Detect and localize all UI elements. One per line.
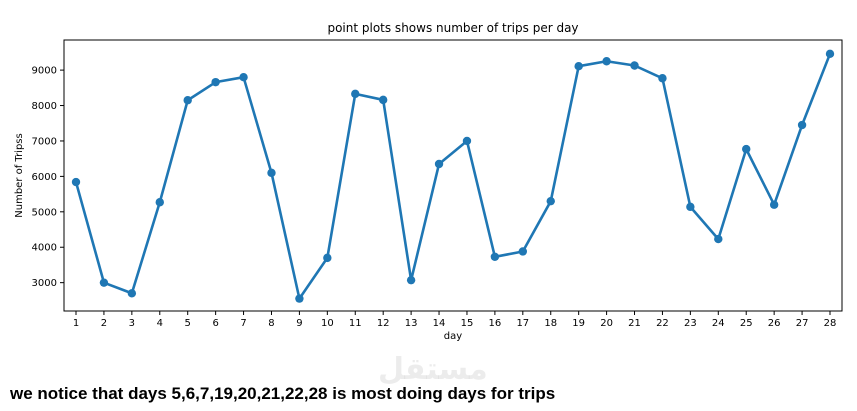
x-tick-label: 15 (461, 318, 474, 329)
series-trips (71, 49, 835, 303)
series-line (74, 53, 832, 300)
data-point-day-15 (462, 136, 472, 146)
x-tick-label: 3 (129, 318, 135, 329)
x-axis: 1 2 3 4 5 6 7 8 9 10 11 12 13 14 15 16 17 18 19 20 21 22 23 24 2… (73, 311, 837, 329)
data-point-day-8 (267, 168, 276, 178)
data-point-day-16 (490, 252, 500, 261)
x-tick-label: 24 (712, 318, 725, 329)
x-tick-label: 4 (157, 318, 163, 329)
x-tick-label: 14 (433, 318, 446, 329)
y-axis: 3000 4000 5000 6000 7000 8000 9000 (32, 66, 64, 289)
data-point-day-6 (211, 77, 220, 87)
data-point-day-9 (295, 294, 304, 303)
x-tick-label: 8 (268, 318, 274, 329)
x-tick-label: 16 (489, 318, 502, 329)
x-tick-label: 11 (349, 318, 362, 329)
x-tick-label: 12 (377, 318, 390, 329)
data-point-day-2 (99, 278, 109, 287)
data-point-day-18 (546, 196, 555, 206)
x-tick-label: 1 (73, 318, 79, 329)
data-point-day-20 (602, 57, 611, 66)
x-tick-label: 10 (321, 318, 334, 329)
y-tick-label: 7000 (32, 136, 57, 147)
y-tick-label: 8000 (32, 101, 57, 112)
conclusion-text: we notice that days 5,6,7,19,20,21,22,28… (10, 384, 556, 403)
data-point-day-11 (351, 89, 360, 99)
data-point-day-4 (155, 198, 164, 207)
x-tick-label: 21 (628, 318, 641, 329)
x-tick-label: 17 (516, 318, 529, 329)
y-tick-label: 9000 (32, 66, 57, 77)
data-point-day-5 (183, 96, 192, 105)
x-tick-label: 5 (185, 318, 191, 329)
x-tick-label: 26 (768, 318, 781, 329)
data-point-day-10 (323, 253, 332, 263)
x-tick-label: 28 (824, 318, 837, 329)
data-point-day-12 (378, 95, 388, 105)
data-point-day-22 (658, 74, 667, 83)
x-tick-label: 23 (684, 318, 697, 329)
y-tick-label: 5000 (32, 207, 57, 218)
data-point-day-24 (714, 234, 723, 244)
x-axis-label: day (444, 331, 462, 342)
x-tick-label: 19 (572, 318, 585, 329)
data-point-day-23 (686, 202, 695, 212)
data-point-day-13 (406, 275, 416, 285)
x-tick-label: 27 (796, 318, 809, 329)
data-point-day-25 (742, 144, 751, 154)
y-tick-label: 6000 (32, 172, 57, 183)
data-point-day-19 (574, 62, 583, 71)
data-point-day-7 (239, 72, 248, 82)
x-tick-label: 18 (544, 318, 557, 329)
chart-title: point plots shows number of trips per da… (327, 21, 578, 35)
x-tick-label: 2 (101, 318, 107, 329)
data-point-day-28 (825, 49, 835, 59)
x-tick-label: 20 (600, 318, 613, 329)
data-point-day-26 (769, 200, 779, 209)
data-point-day-3 (127, 289, 137, 298)
plot-area (63, 39, 843, 312)
x-tick-label: 25 (740, 318, 753, 329)
y-tick-label: 3000 (32, 278, 57, 289)
x-tick-label: 22 (656, 318, 669, 329)
y-tick-label: 4000 (32, 243, 57, 254)
x-tick-label: 6 (212, 318, 218, 329)
data-point-day-1 (71, 177, 81, 187)
x-tick-label: 9 (296, 318, 302, 329)
x-tick-label: 7 (240, 318, 246, 329)
y-axis-label: Number of Tripss (14, 133, 25, 217)
data-point-day-17 (518, 247, 528, 256)
x-tick-label: 13 (405, 318, 418, 329)
data-point-day-27 (797, 120, 807, 130)
data-point-day-21 (630, 61, 639, 70)
data-point-day-14 (434, 159, 444, 169)
axes-frame (63, 39, 843, 312)
